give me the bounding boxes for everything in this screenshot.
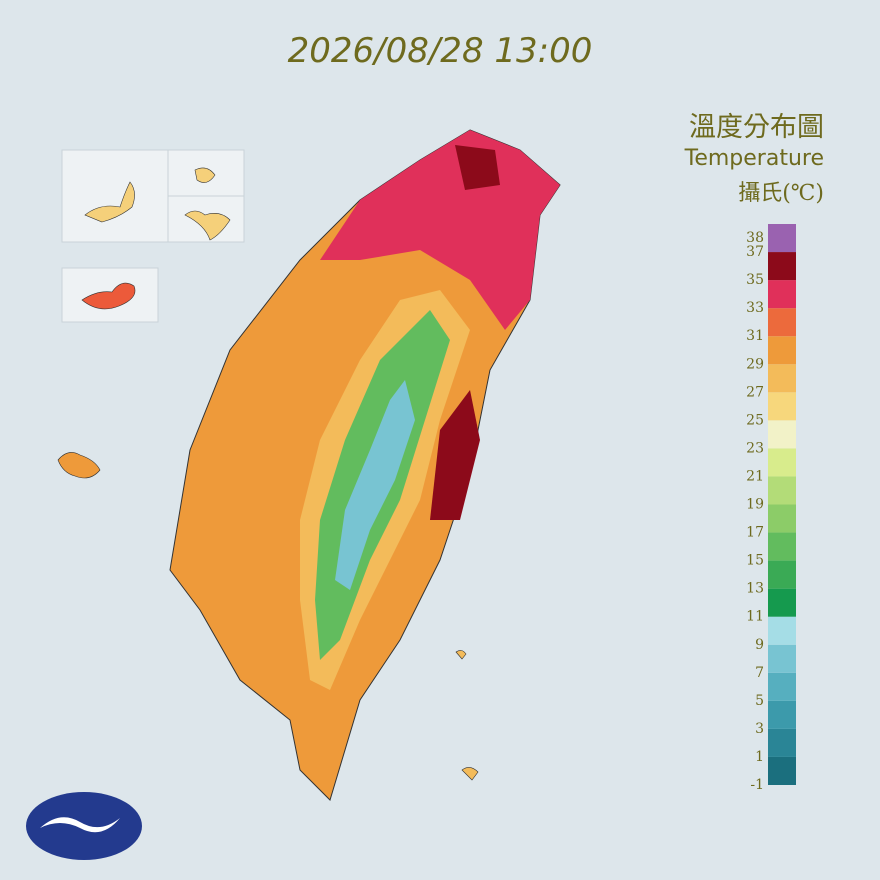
island xyxy=(455,650,467,660)
tick-label: 5 xyxy=(755,693,764,709)
island xyxy=(81,282,136,310)
color-bin xyxy=(768,616,796,645)
color-bin xyxy=(768,392,796,421)
color-bin xyxy=(768,672,796,701)
tick-label: 27 xyxy=(746,384,764,400)
tick-label: 25 xyxy=(746,412,764,428)
color-bin xyxy=(768,588,796,617)
timestamp: 2026/08/28 13:00 xyxy=(288,31,593,71)
tick-label: 37 xyxy=(746,244,764,260)
color-bin xyxy=(768,700,796,729)
tick-label: 3 xyxy=(755,721,764,737)
island xyxy=(57,452,101,479)
color-bin xyxy=(768,644,796,673)
logo-wave xyxy=(40,817,120,833)
color-bin xyxy=(768,756,796,785)
tick-label: 13 xyxy=(746,581,764,597)
tick-label: 38 xyxy=(746,230,764,246)
tick-label: 17 xyxy=(746,525,764,541)
tick-label: 11 xyxy=(746,609,764,625)
island xyxy=(84,181,135,223)
tick-label: 19 xyxy=(746,497,764,513)
color-bin xyxy=(768,252,796,281)
hot-north xyxy=(320,130,560,330)
tick-label: 7 xyxy=(755,665,764,681)
island xyxy=(194,167,216,183)
legend-title: 溫度分布圖 xyxy=(689,112,824,143)
tick-label: -1 xyxy=(750,777,764,793)
legend-subtitle: Temperature xyxy=(684,146,824,171)
tick-label: 15 xyxy=(746,553,764,569)
hot-east xyxy=(430,390,480,520)
color-bin xyxy=(768,420,796,449)
hot-core xyxy=(455,145,500,190)
tick-label: 29 xyxy=(746,356,764,372)
color-bin xyxy=(768,364,796,393)
color-bin xyxy=(768,448,796,477)
tick-label: 1 xyxy=(755,749,764,765)
color-bin xyxy=(768,728,796,757)
legend-unit: 攝氏(℃) xyxy=(738,181,824,206)
tick-label: 31 xyxy=(746,328,764,344)
tick-label: 9 xyxy=(755,637,764,653)
color-bin xyxy=(768,532,796,561)
tick-label: 21 xyxy=(746,468,764,484)
color-bin xyxy=(768,504,796,533)
island xyxy=(184,210,231,241)
tick-label: 35 xyxy=(746,272,764,288)
tick-label: 33 xyxy=(746,300,764,316)
tick-label: 23 xyxy=(746,440,764,456)
color-bin xyxy=(768,308,796,337)
peaks xyxy=(335,380,415,590)
color-bin xyxy=(768,224,796,253)
color-bin xyxy=(768,280,796,309)
color-bin xyxy=(768,336,796,365)
island xyxy=(461,767,479,781)
color-bin xyxy=(768,560,796,589)
color-bin xyxy=(768,476,796,505)
